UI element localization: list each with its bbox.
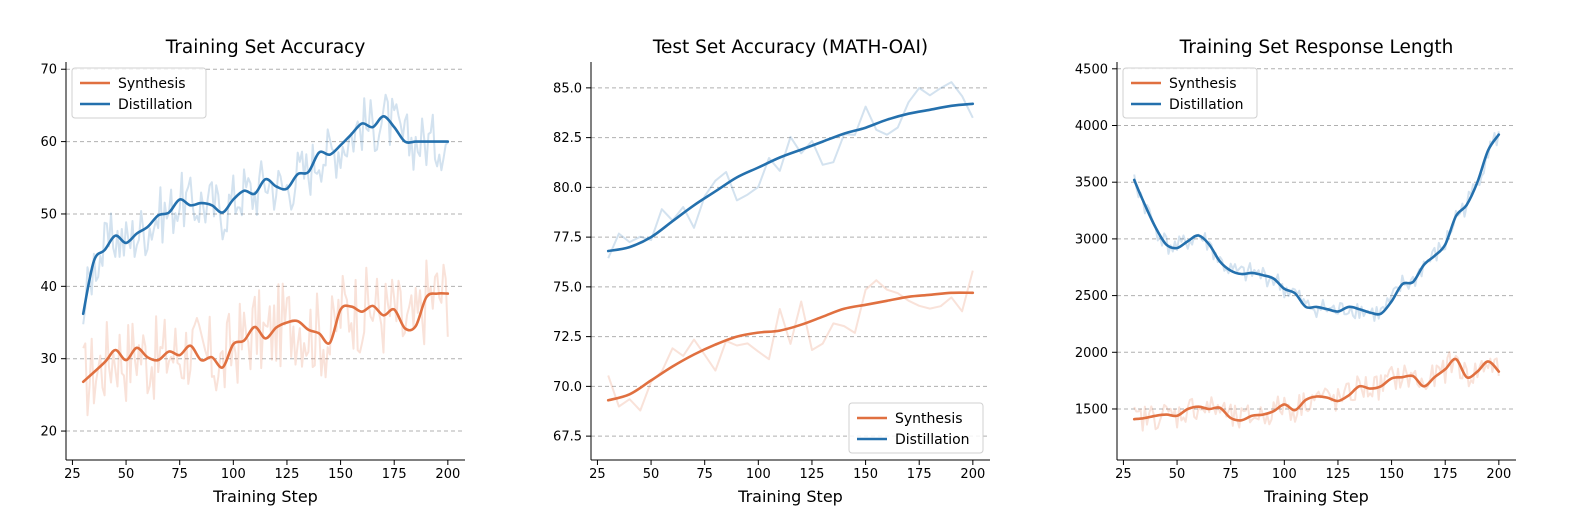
x-tick-label: 150 <box>328 467 353 482</box>
x-tick-label: 175 <box>1433 467 1458 482</box>
x-tick-label: 125 <box>275 467 300 482</box>
x-tick-label: 75 <box>1222 467 1239 482</box>
x-tick-label: 175 <box>382 467 407 482</box>
y-tick-label: 80.0 <box>553 181 582 196</box>
legend-label-synthesis: Synthesis <box>118 76 186 92</box>
series-line-synthesis <box>1132 357 1501 422</box>
legend: Synthesis Distillation <box>1122 67 1258 119</box>
legend-label-synthesis: Synthesis <box>1169 76 1237 92</box>
y-tick-label: 4000 <box>1075 119 1108 134</box>
y-tick-label: 4500 <box>1075 62 1108 77</box>
y-tick-label: 3000 <box>1075 232 1108 247</box>
chart-title: Training Set Accuracy <box>165 37 366 58</box>
raw-trace-distillation <box>82 93 449 325</box>
legend-box <box>848 402 984 454</box>
chart-title: Test Set Accuracy (MATH-OAI) <box>652 37 928 58</box>
y-tick-label: 75.0 <box>553 280 582 295</box>
x-axis-label: Training Step <box>212 487 318 506</box>
x-tick-label: 200 <box>435 467 460 482</box>
x-tick-label: 50 <box>1169 467 1186 482</box>
y-tick-label: 67.5 <box>553 430 582 445</box>
y-tick-label: 2000 <box>1075 346 1108 361</box>
y-tick-label: 30 <box>40 352 57 367</box>
y-tick-label: 70 <box>40 63 57 78</box>
raw-trace-synthesis <box>607 270 974 412</box>
x-tick-label: 100 <box>221 467 246 482</box>
x-tick-label: 100 <box>746 467 771 482</box>
x-axis-label: Training Step <box>737 487 843 506</box>
series-line-distillation <box>606 102 975 253</box>
chart-panel-2: 25 50 75 100 125 150 175 200 67.5 70.0 72.5 75.0 77.… <box>553 37 990 506</box>
legend-label-distillation: Distillation <box>118 97 193 113</box>
legend-label-synthesis: Synthesis <box>895 411 963 427</box>
y-tick-label: 40 <box>40 280 57 295</box>
x-tick-label: 25 <box>64 467 81 482</box>
x-tick-label: 125 <box>1326 467 1351 482</box>
x-tick-label: 75 <box>696 467 713 482</box>
y-tick-label: 20 <box>40 425 57 440</box>
chart-title: Training Set Response Length <box>1179 37 1454 58</box>
x-tick-label: 50 <box>643 467 660 482</box>
y-tick-label: 60 <box>40 135 57 150</box>
series-line-distillation <box>81 115 450 316</box>
series-line-synthesis <box>81 292 450 384</box>
x-axis-label: Training Step <box>1263 487 1369 506</box>
x-tick-label: 75 <box>171 467 188 482</box>
x-tick-label: 25 <box>589 467 606 482</box>
chart-panel-1: 25 50 75 100 125 150 175 200 20 30 40 50 60 70 Trainin… <box>40 37 465 506</box>
raw-trace-synthesis <box>1133 351 1500 432</box>
x-tick-label: 175 <box>907 467 932 482</box>
series-line-distillation <box>1132 133 1501 316</box>
x-tick-label: 150 <box>1379 467 1404 482</box>
x-tick-label: 25 <box>1115 467 1132 482</box>
x-tick-label: 100 <box>1272 467 1297 482</box>
series-line-synthesis <box>606 291 975 402</box>
y-tick-label: 77.5 <box>553 231 582 246</box>
y-tick-label: 72.5 <box>553 330 582 345</box>
legend-label-distillation: Distillation <box>895 432 970 448</box>
y-tick-label: 1500 <box>1075 402 1108 417</box>
x-tick-label: 50 <box>118 467 135 482</box>
raw-trace-distillation <box>1133 131 1500 322</box>
y-tick-label: 85.0 <box>553 81 582 96</box>
y-tick-label: 3500 <box>1075 176 1108 191</box>
x-tick-label: 125 <box>800 467 825 482</box>
x-tick-label: 200 <box>960 467 985 482</box>
legend: Synthesis Distillation <box>848 402 984 454</box>
chart-panel-3: 25 50 75 100 125 150 175 200 1500 2000 2500 3000 350… <box>1075 37 1516 506</box>
raw-trace-synthesis <box>82 259 449 417</box>
y-tick-label: 70.0 <box>553 380 582 395</box>
x-tick-label: 200 <box>1486 467 1511 482</box>
x-tick-label: 150 <box>853 467 878 482</box>
legend-box <box>1122 67 1258 119</box>
y-tick-label: 82.5 <box>553 131 582 146</box>
legend-label-distillation: Distillation <box>1169 97 1244 113</box>
legend: Synthesis Distillation <box>71 67 207 119</box>
legend-box <box>71 67 207 119</box>
y-tick-label: 50 <box>40 207 57 222</box>
y-tick-label: 2500 <box>1075 289 1108 304</box>
raw-trace-distillation <box>607 81 974 259</box>
